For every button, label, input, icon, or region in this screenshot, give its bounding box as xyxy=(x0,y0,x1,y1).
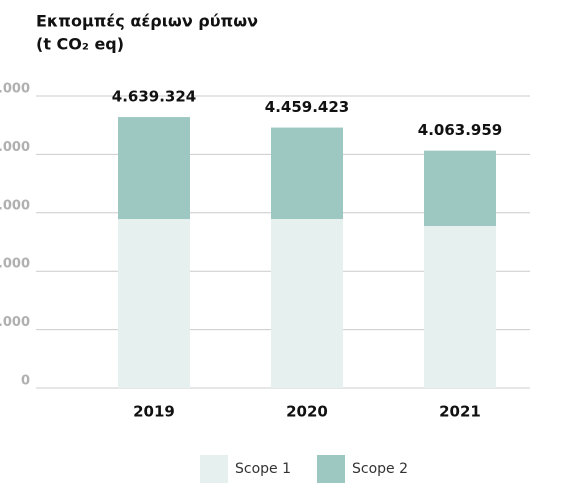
x-tick-label: 2020 xyxy=(286,403,328,421)
total-label: 4.639.324 xyxy=(112,88,196,106)
total-label: 4.459.423 xyxy=(265,98,349,116)
x-tick-label: 2021 xyxy=(439,403,481,421)
y-tick-label: 0 xyxy=(21,374,30,389)
y-tick-label: 5.000.000 xyxy=(0,82,30,97)
bar-segment xyxy=(424,150,496,226)
legend-label: Scope 2 xyxy=(352,461,408,477)
bar-segment xyxy=(118,218,190,388)
chart-title: Εκπομπές αέριων ρύπων xyxy=(36,12,258,31)
x-tick-label: 2019 xyxy=(133,403,175,421)
bar-segment xyxy=(424,225,496,388)
y-tick-label: 1.000.000 xyxy=(0,315,30,330)
y-tick-label: 2.000.000 xyxy=(0,257,30,272)
legend-swatch xyxy=(200,455,228,483)
y-tick-label: 3.000.000 xyxy=(0,198,30,213)
legend-swatch xyxy=(317,455,345,483)
bar-segment xyxy=(271,127,343,219)
bar-segment xyxy=(118,117,190,219)
chart-subtitle: (t CO₂ eq) xyxy=(36,35,124,54)
y-tick-label: 4.000.000 xyxy=(0,140,30,155)
legend-label: Scope 1 xyxy=(235,461,291,477)
total-label: 4.063.959 xyxy=(418,121,502,139)
bar-segment xyxy=(271,218,343,388)
